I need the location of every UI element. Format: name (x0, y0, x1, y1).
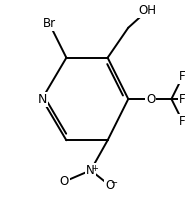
Text: Br: Br (43, 17, 56, 30)
Text: OH: OH (138, 4, 156, 17)
Text: F: F (179, 92, 186, 106)
Text: F: F (179, 115, 186, 128)
Text: F: F (179, 70, 186, 83)
Text: −: − (110, 179, 117, 188)
Text: N: N (37, 92, 47, 106)
Text: O: O (105, 179, 114, 192)
Text: O: O (60, 175, 69, 188)
Text: O: O (146, 92, 155, 106)
Text: N: N (86, 164, 95, 177)
Text: +: + (91, 164, 98, 172)
